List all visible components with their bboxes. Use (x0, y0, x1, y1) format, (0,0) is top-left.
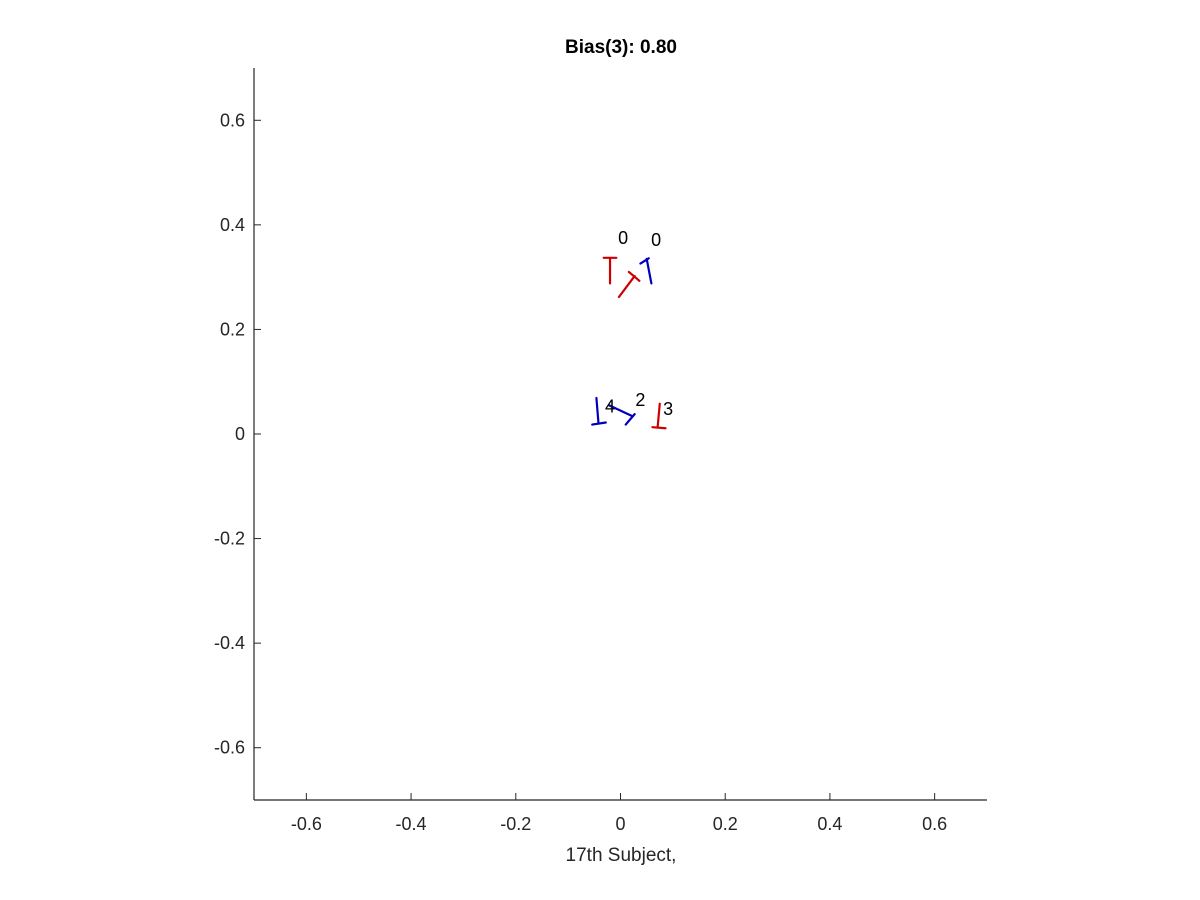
x-axis-label: 17th Subject, (566, 845, 677, 866)
marker-segment (595, 396, 600, 425)
y-tick-label: 0 (235, 424, 245, 444)
marker-blue (591, 396, 607, 426)
x-tick-label: 0.2 (713, 814, 738, 834)
x-tick-label: -0.6 (291, 814, 322, 834)
marker-red (617, 270, 641, 299)
x-tick-label: 0.4 (817, 814, 842, 834)
annotation-label: 0 (651, 230, 661, 250)
x-tick-label: 0 (615, 814, 625, 834)
marker-blue (607, 404, 636, 426)
annotation-label: 3 (663, 399, 673, 419)
marker-red (651, 402, 667, 430)
marker-segment (656, 402, 661, 428)
y-tick-label: -0.6 (214, 738, 245, 758)
y-tick-label: -0.2 (214, 529, 245, 549)
y-tick-label: 0.2 (220, 319, 245, 339)
markers (591, 256, 667, 430)
axes (253, 68, 987, 801)
chart-title: Bias(3): 0.80 (565, 37, 677, 58)
annotation-label: 4 (605, 397, 615, 417)
x-tick-label: -0.4 (396, 814, 427, 834)
x-tick-label: -0.2 (500, 814, 531, 834)
marker-segment (607, 404, 633, 417)
x-tick-label: 0.6 (922, 814, 947, 834)
marker-segment (627, 270, 641, 282)
marker-segment (617, 274, 636, 299)
annotation-label: 0 (618, 228, 628, 248)
x-ticks: -0.6 -0.4 -0.2 0 0.2 0.4 0.6 (291, 793, 947, 834)
marker-segment (639, 257, 650, 265)
marker-segment (645, 257, 653, 285)
y-ticks: -0.6 -0.4 -0.2 0 0.2 0.4 0.6 (214, 110, 261, 758)
marker-segment (651, 426, 667, 430)
marker-segment (624, 413, 636, 426)
annotations: 0 0 4 2 3 (605, 228, 673, 419)
y-tick-label: -0.4 (214, 633, 245, 653)
y-tick-label: 0.4 (220, 215, 245, 235)
marker-segment (591, 421, 607, 426)
marker-red (602, 256, 618, 285)
annotation-label: 2 (635, 390, 645, 410)
y-tick-label: 0.6 (220, 110, 245, 130)
marker-blue (639, 257, 653, 285)
